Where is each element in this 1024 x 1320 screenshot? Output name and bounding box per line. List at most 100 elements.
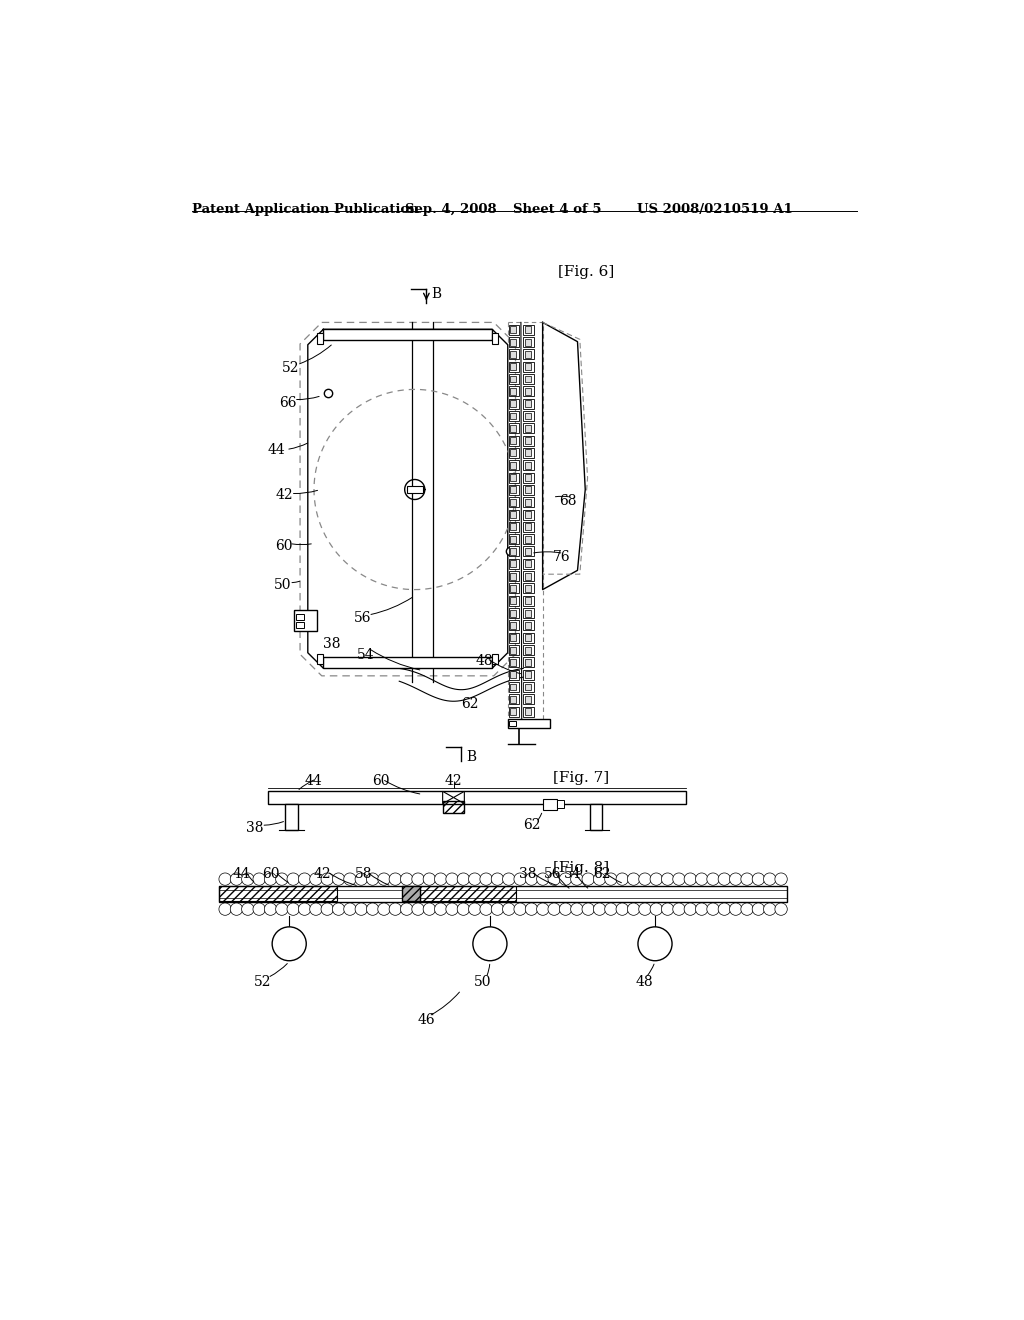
Text: Patent Application Publication: Patent Application Publication bbox=[193, 203, 419, 216]
Text: 54: 54 bbox=[356, 648, 374, 663]
Bar bbox=[524, 696, 531, 702]
Bar bbox=[509, 632, 519, 643]
Circle shape bbox=[764, 903, 776, 915]
Circle shape bbox=[673, 873, 685, 886]
Circle shape bbox=[525, 903, 538, 915]
Text: 44: 44 bbox=[232, 867, 251, 880]
Bar bbox=[296, 614, 304, 620]
Bar bbox=[509, 583, 519, 594]
Bar bbox=[523, 706, 535, 717]
Circle shape bbox=[423, 903, 435, 915]
Text: 68: 68 bbox=[559, 494, 577, 508]
Circle shape bbox=[434, 873, 446, 886]
Bar bbox=[510, 351, 516, 358]
Text: 62: 62 bbox=[523, 817, 541, 832]
Bar bbox=[523, 572, 535, 581]
Circle shape bbox=[775, 903, 787, 915]
Bar bbox=[510, 560, 516, 568]
Bar bbox=[509, 595, 519, 606]
Text: 50: 50 bbox=[474, 974, 492, 989]
Circle shape bbox=[673, 903, 685, 915]
Text: 50: 50 bbox=[273, 578, 291, 593]
Bar bbox=[523, 325, 535, 335]
Circle shape bbox=[718, 903, 730, 915]
Circle shape bbox=[378, 873, 390, 886]
Text: US 2008/0210519 A1: US 2008/0210519 A1 bbox=[637, 203, 793, 216]
Bar bbox=[493, 653, 499, 664]
Bar bbox=[523, 535, 535, 544]
Text: 42: 42 bbox=[314, 867, 332, 880]
Bar bbox=[509, 473, 519, 483]
Bar bbox=[420, 886, 515, 902]
Bar bbox=[509, 609, 519, 618]
Bar bbox=[509, 694, 519, 705]
Bar bbox=[510, 511, 516, 517]
Bar bbox=[523, 669, 535, 680]
Bar bbox=[523, 694, 535, 705]
Text: B: B bbox=[431, 286, 441, 301]
Circle shape bbox=[287, 903, 299, 915]
Circle shape bbox=[219, 873, 231, 886]
Bar bbox=[523, 595, 535, 606]
Bar bbox=[524, 351, 531, 358]
Bar bbox=[509, 374, 519, 384]
Text: [Fig. 6]: [Fig. 6] bbox=[558, 264, 614, 279]
Circle shape bbox=[253, 903, 265, 915]
Bar bbox=[510, 548, 516, 554]
Circle shape bbox=[272, 927, 306, 961]
Bar bbox=[317, 333, 324, 345]
Bar bbox=[510, 536, 516, 543]
Bar bbox=[509, 535, 519, 544]
Bar bbox=[524, 560, 531, 568]
Circle shape bbox=[445, 873, 459, 886]
Circle shape bbox=[355, 873, 368, 886]
Bar bbox=[510, 425, 516, 432]
Circle shape bbox=[514, 903, 526, 915]
Bar bbox=[524, 388, 531, 395]
Circle shape bbox=[662, 873, 674, 886]
Bar bbox=[509, 682, 519, 692]
Circle shape bbox=[333, 873, 345, 886]
Bar bbox=[510, 474, 516, 480]
Circle shape bbox=[434, 903, 446, 915]
Bar bbox=[510, 684, 516, 690]
Circle shape bbox=[628, 903, 640, 915]
Bar bbox=[524, 597, 531, 605]
Circle shape bbox=[275, 903, 288, 915]
Circle shape bbox=[400, 873, 413, 886]
Circle shape bbox=[480, 903, 493, 915]
Circle shape bbox=[662, 903, 674, 915]
Bar bbox=[523, 436, 535, 446]
Text: 56: 56 bbox=[354, 611, 372, 626]
Bar bbox=[524, 536, 531, 543]
Circle shape bbox=[469, 903, 481, 915]
Bar bbox=[523, 645, 535, 655]
Text: [Fig. 7]: [Fig. 7] bbox=[553, 771, 609, 784]
Bar bbox=[510, 462, 516, 469]
Circle shape bbox=[753, 903, 765, 915]
Bar bbox=[219, 886, 337, 902]
Bar bbox=[324, 657, 493, 668]
Circle shape bbox=[457, 873, 470, 886]
Bar bbox=[324, 330, 493, 341]
Circle shape bbox=[764, 873, 776, 886]
Circle shape bbox=[570, 903, 583, 915]
Circle shape bbox=[753, 873, 765, 886]
Bar bbox=[509, 399, 519, 409]
Circle shape bbox=[219, 903, 231, 915]
Circle shape bbox=[298, 903, 310, 915]
Text: 44: 44 bbox=[267, 444, 286, 457]
Text: 76: 76 bbox=[553, 549, 570, 564]
Bar bbox=[510, 499, 516, 506]
Bar bbox=[510, 326, 516, 333]
Circle shape bbox=[650, 873, 663, 886]
Bar bbox=[510, 487, 516, 494]
Circle shape bbox=[718, 873, 730, 886]
Circle shape bbox=[605, 873, 617, 886]
Bar bbox=[524, 400, 531, 407]
Circle shape bbox=[230, 903, 243, 915]
Circle shape bbox=[638, 927, 672, 961]
Bar bbox=[509, 572, 519, 581]
Circle shape bbox=[525, 873, 538, 886]
Bar bbox=[524, 499, 531, 506]
